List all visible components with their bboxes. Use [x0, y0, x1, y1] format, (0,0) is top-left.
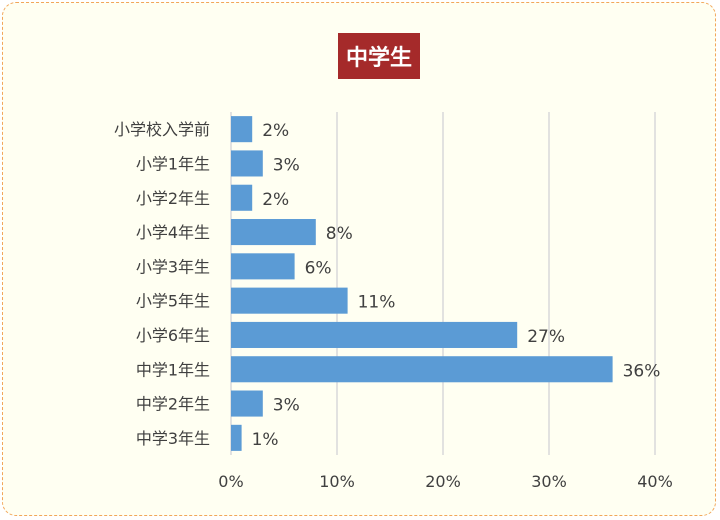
category-label: 中学1年生: [136, 360, 210, 379]
bar: [231, 116, 253, 143]
bar: [231, 321, 518, 348]
x-tick-label: 0%: [218, 472, 243, 491]
data-label: 27%: [527, 327, 565, 347]
data-label: 1%: [252, 430, 279, 450]
bar: [231, 150, 263, 177]
data-label: 8%: [326, 224, 353, 244]
category-label: 中学2年生: [136, 395, 210, 414]
x-tick-label: 20%: [425, 472, 461, 491]
x-tick-label: 40%: [637, 472, 673, 491]
chart-title: 中学生: [338, 33, 420, 79]
data-label: 2%: [262, 190, 289, 210]
data-label: 2%: [262, 121, 289, 141]
bar: [231, 184, 253, 211]
category-label: 中学3年生: [136, 429, 210, 448]
data-label: 3%: [273, 155, 300, 175]
data-label: 6%: [305, 258, 332, 278]
category-label: 小学校入学前: [114, 120, 210, 139]
data-label: 36%: [623, 361, 661, 381]
bar: [231, 219, 316, 246]
bar: [231, 424, 242, 451]
category-label: 小学1年生: [136, 154, 210, 173]
bar: [231, 390, 263, 417]
bar: [231, 356, 613, 383]
bar: [231, 287, 348, 314]
category-label: 小学2年生: [136, 189, 210, 208]
x-tick-label: 10%: [319, 472, 355, 491]
data-label: 3%: [273, 396, 300, 416]
x-tick-label: 30%: [531, 472, 567, 491]
category-label: 小学5年生: [136, 292, 210, 311]
data-label: 11%: [358, 293, 396, 313]
category-label: 小学4年生: [136, 223, 210, 242]
category-label: 小学6年生: [136, 326, 210, 345]
bar: [231, 253, 295, 280]
category-label: 小学3年生: [136, 257, 210, 276]
